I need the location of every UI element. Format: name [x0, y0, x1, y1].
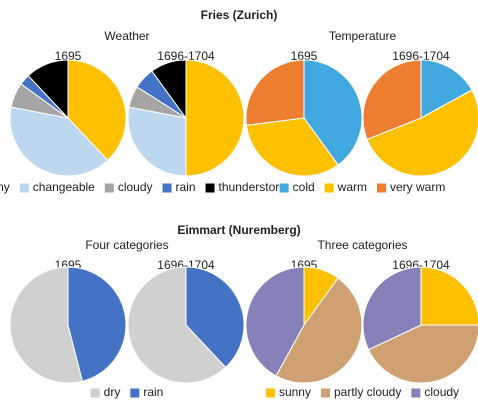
pie-slice: [245, 266, 305, 377]
legend-label: partly cloudy: [334, 385, 401, 399]
legend-swatch: [411, 388, 421, 398]
pie-slice: [9, 266, 84, 384]
legend-label: cloudy: [424, 385, 459, 399]
pie-slice: [67, 266, 127, 382]
legend-swatch: [324, 183, 334, 193]
pie-slice: [362, 59, 422, 141]
legend-swatch: [130, 388, 140, 398]
legend-swatch: [279, 183, 289, 193]
section-heading: Fries (Zurich): [201, 8, 278, 22]
pie-slice: [9, 106, 109, 177]
legend-label: dry: [104, 385, 121, 399]
pie-slice: [185, 266, 245, 368]
legend-label: thunderstorm: [219, 180, 290, 194]
pie-slice: [67, 59, 127, 161]
pie-title: 1696-1704: [392, 49, 450, 63]
group-title: Temperature: [329, 29, 397, 43]
group-title: Four categories: [85, 238, 168, 252]
pie-slice: [275, 277, 363, 384]
legend-label: rain: [143, 385, 163, 399]
pie-slice: [27, 59, 69, 120]
group-title: Weather: [104, 29, 149, 43]
pie-slice: [303, 59, 363, 166]
legend-label: cloudy: [118, 180, 153, 194]
legend-label: sunny: [0, 180, 10, 194]
pie-slice: [362, 266, 422, 351]
section-heading: Eimmart (Nuremberg): [177, 223, 300, 237]
legend-swatch: [320, 388, 330, 398]
pie-slice: [366, 89, 478, 177]
pie-slice: [367, 324, 478, 384]
pie-slice: [245, 117, 339, 177]
legend-label: sunny: [279, 385, 311, 399]
legend-swatch: [377, 183, 387, 193]
pie-slice: [127, 106, 187, 177]
legend-swatch: [90, 388, 100, 398]
pie-slice: [185, 59, 245, 177]
legend-swatch: [205, 183, 215, 193]
pie-slice: [420, 266, 478, 326]
pie-slice: [420, 59, 473, 119]
pie-slice: [127, 266, 227, 384]
legend-label: rain: [176, 180, 196, 194]
legend-swatch: [265, 388, 275, 398]
legend-swatch: [104, 183, 114, 193]
pie-title: 1696-1704: [157, 49, 215, 63]
pie-slice: [151, 59, 187, 120]
pie-title: 1695: [291, 49, 318, 63]
group-title: Three categories: [317, 238, 407, 252]
legend-label: very warm: [390, 180, 445, 194]
pie-title: 1695: [55, 49, 82, 63]
legend-label: cold: [293, 180, 315, 194]
legend-swatch: [19, 183, 29, 193]
legend-label: warm: [337, 180, 367, 194]
legend-swatch: [162, 183, 172, 193]
pie-slice: [245, 59, 305, 126]
legend-label: changeable: [33, 180, 95, 194]
